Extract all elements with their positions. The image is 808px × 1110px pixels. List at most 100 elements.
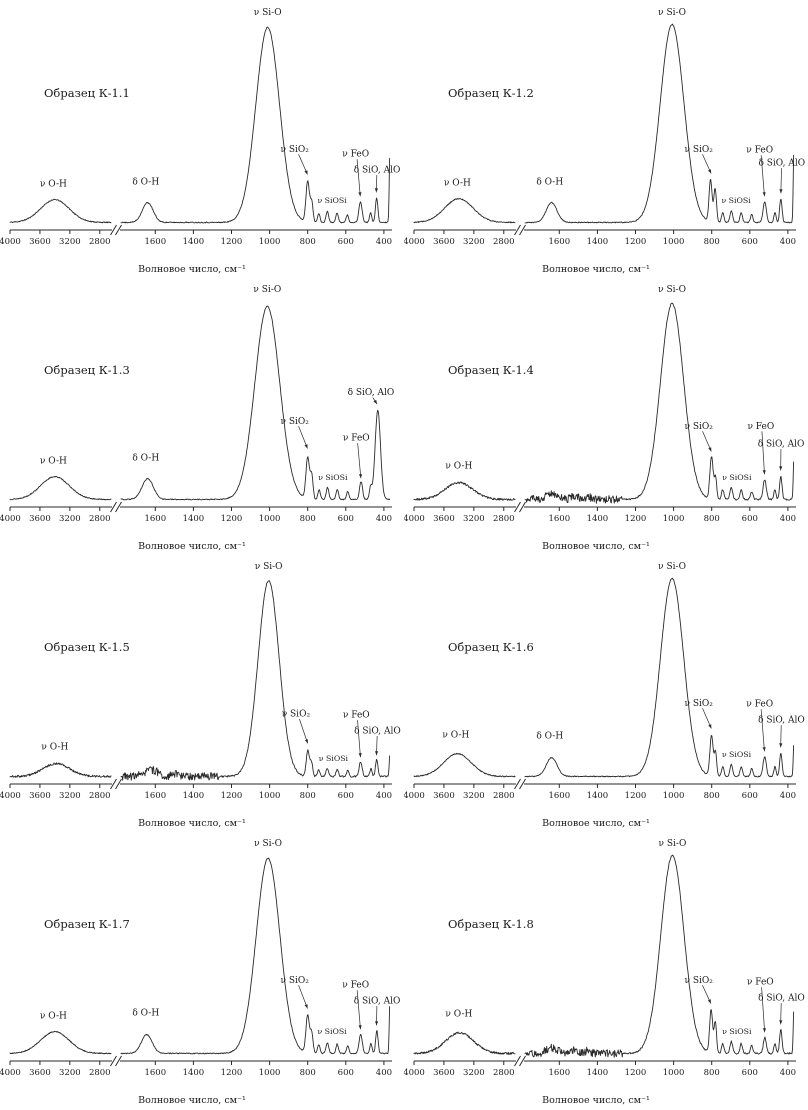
peak-annotation: ν SiOSi bbox=[722, 750, 752, 759]
x-axis-tick-label: 3200 bbox=[463, 237, 485, 247]
x-axis-tick-label: 1400 bbox=[183, 791, 205, 801]
peak-annotation: ν FeO bbox=[746, 700, 773, 710]
annotation-arrowhead bbox=[779, 1020, 783, 1025]
peak-annotation: ν O-H bbox=[444, 178, 471, 188]
spectrum-panel-k1-3: 4000 3600 3200 2800 1600 1400 1200 1000 800 600 40… bbox=[0, 277, 404, 554]
x-axis-tick-label: 600 bbox=[338, 791, 354, 801]
x-axis-tick-label: 4000 bbox=[404, 514, 425, 524]
peak-annotation: ν Si-O bbox=[255, 562, 283, 572]
x-axis-tick-label: 3600 bbox=[29, 1068, 51, 1078]
x-axis-tick-label: 1000 bbox=[259, 791, 281, 801]
x-axis-tick-label: 600 bbox=[742, 237, 758, 247]
peak-annotation: ν SiO₂ bbox=[685, 699, 714, 709]
x-axis-tick-label: 800 bbox=[300, 514, 316, 524]
annotation-arrow bbox=[761, 987, 766, 1033]
peak-annotation: ν SiO₂ bbox=[281, 976, 310, 986]
x-axis-tick-label: 3200 bbox=[59, 1068, 81, 1078]
x-axis-tick-label: 800 bbox=[704, 237, 720, 247]
x-axis-tick-label: 3600 bbox=[433, 791, 455, 801]
sample-label: Образец К-1.4 bbox=[448, 363, 534, 377]
axis-break-mark bbox=[110, 778, 122, 790]
peak-annotation: ν Si-O bbox=[254, 8, 282, 18]
spectrum-curve bbox=[413, 854, 795, 1058]
annotation-arrowhead bbox=[358, 1025, 362, 1030]
peak-annotation: ν FeO bbox=[343, 434, 370, 444]
spectrum-curve bbox=[9, 580, 391, 781]
spectrum-plot: 4000 3600 3200 2800 1600 1400 1200 1000 800 600 40… bbox=[0, 285, 394, 524]
spectrum-curve bbox=[413, 302, 795, 504]
x-axis-tick-label: 1600 bbox=[144, 514, 166, 524]
x-axis-tick-label: 4000 bbox=[0, 237, 21, 247]
x-axis-tick-label: 1000 bbox=[663, 237, 685, 247]
x-axis-tick-label: 800 bbox=[704, 791, 720, 801]
x-axis-tick-label: 800 bbox=[300, 237, 316, 247]
peak-annotation: ν FeO bbox=[747, 978, 774, 988]
x-axis-tick-label: 1200 bbox=[221, 791, 243, 801]
x-axis-tick-label: 3200 bbox=[59, 514, 81, 524]
spectrum-plot: 4000 3600 3200 2800 1600 1400 1200 1000 800 600 40… bbox=[404, 285, 805, 524]
peak-annotation: δ O-H bbox=[132, 177, 159, 187]
annotation-arrowhead bbox=[374, 188, 378, 193]
axis-break-mark bbox=[110, 1055, 122, 1067]
spectrum-panel-k1-4: 4000 3600 3200 2800 1600 1400 1200 1000 800 600 40… bbox=[404, 277, 808, 554]
spectrum-plot: 4000 3600 3200 2800 1600 1400 1200 1000 800 600 40… bbox=[404, 562, 805, 801]
x-axis-tick-label: 400 bbox=[376, 514, 392, 524]
spectrum-curve bbox=[9, 305, 391, 501]
x-axis-tick-label: 3600 bbox=[29, 791, 51, 801]
peak-annotation: δ SiO, AlO bbox=[758, 440, 805, 450]
x-axis-tick-label: 1200 bbox=[221, 1068, 243, 1078]
peak-annotation: ν O-H bbox=[40, 456, 67, 466]
annotation-arrowhead bbox=[358, 192, 362, 197]
peak-annotation: ν O-H bbox=[445, 1009, 472, 1019]
axis-break-mark bbox=[514, 501, 526, 513]
spectrum-panel-k1-5: 4000 3600 3200 2800 1600 1400 1200 1000 800 600 40… bbox=[0, 554, 404, 831]
x-axis-tick-label: 4000 bbox=[0, 791, 21, 801]
x-axis-tick-label: 3200 bbox=[463, 514, 485, 524]
annotation-arrowhead bbox=[373, 399, 378, 404]
x-axis-tick-label: 2800 bbox=[493, 237, 515, 247]
annotation-arrowhead bbox=[779, 189, 783, 194]
annotation-arrowhead bbox=[762, 747, 766, 752]
peak-annotation: ν O-H bbox=[40, 1011, 67, 1021]
spectrum-panel-k1-7: 4000 3600 3200 2800 1600 1400 1200 1000 800 600 40… bbox=[0, 831, 404, 1108]
x-axis-tick-label: 400 bbox=[376, 1068, 392, 1078]
peak-annotation: ν FeO bbox=[342, 150, 369, 160]
sample-label: Образец К-1.2 bbox=[448, 86, 534, 100]
sample-label: Образец К-1.7 bbox=[44, 917, 130, 931]
spectrum-curve bbox=[9, 857, 391, 1055]
x-axis-tick-label: 1600 bbox=[144, 1068, 166, 1078]
peak-annotation: δ SiO, AlO bbox=[354, 166, 401, 176]
peak-annotation: δ O-H bbox=[132, 453, 159, 463]
x-axis-tick-label: 1200 bbox=[625, 237, 647, 247]
annotation-arrowhead bbox=[779, 466, 783, 471]
x-axis-tick-label: 1400 bbox=[587, 791, 609, 801]
x-axis-tick-label: 2800 bbox=[493, 1068, 515, 1078]
peak-annotation: ν SiO₂ bbox=[685, 976, 714, 986]
axis-break-mark bbox=[110, 224, 122, 236]
x-axis-tick-label: 600 bbox=[338, 237, 354, 247]
peak-annotation: ν Si-O bbox=[658, 8, 686, 18]
annotation-arrowhead bbox=[375, 751, 379, 756]
sample-label: Образец К-1.6 bbox=[448, 640, 534, 654]
peak-annotation: δ O-H bbox=[536, 731, 563, 741]
spectrum-panel-k1-2: 4000 3600 3200 2800 1600 1400 1200 1000 800 600 40… bbox=[404, 0, 808, 277]
x-axis-tick-label: 600 bbox=[338, 514, 354, 524]
peak-annotation: ν SiO₂ bbox=[281, 417, 310, 427]
annotation-arrowhead bbox=[762, 470, 766, 475]
axis-break-mark bbox=[514, 778, 526, 790]
annotation-arrowhead bbox=[304, 170, 308, 175]
annotation-arrowhead bbox=[779, 743, 783, 748]
x-axis-tick-label: 800 bbox=[300, 791, 316, 801]
x-axis-tick-label: 600 bbox=[742, 514, 758, 524]
x-axis-tick-label: 1600 bbox=[548, 237, 570, 247]
annotation-arrow bbox=[357, 443, 362, 479]
annotation-arrow bbox=[780, 168, 782, 194]
peak-annotation: ν SiOSi bbox=[722, 1027, 752, 1036]
x-axis-tick-label: 3600 bbox=[433, 1068, 455, 1078]
x-axis-tick-label: 2800 bbox=[89, 237, 111, 247]
peak-annotation: ν FeO bbox=[747, 422, 774, 432]
peak-annotation: ν Si-O bbox=[254, 839, 282, 849]
peak-annotation: ν Si-O bbox=[658, 285, 686, 295]
x-axis-tick-label: 1600 bbox=[548, 1068, 570, 1078]
